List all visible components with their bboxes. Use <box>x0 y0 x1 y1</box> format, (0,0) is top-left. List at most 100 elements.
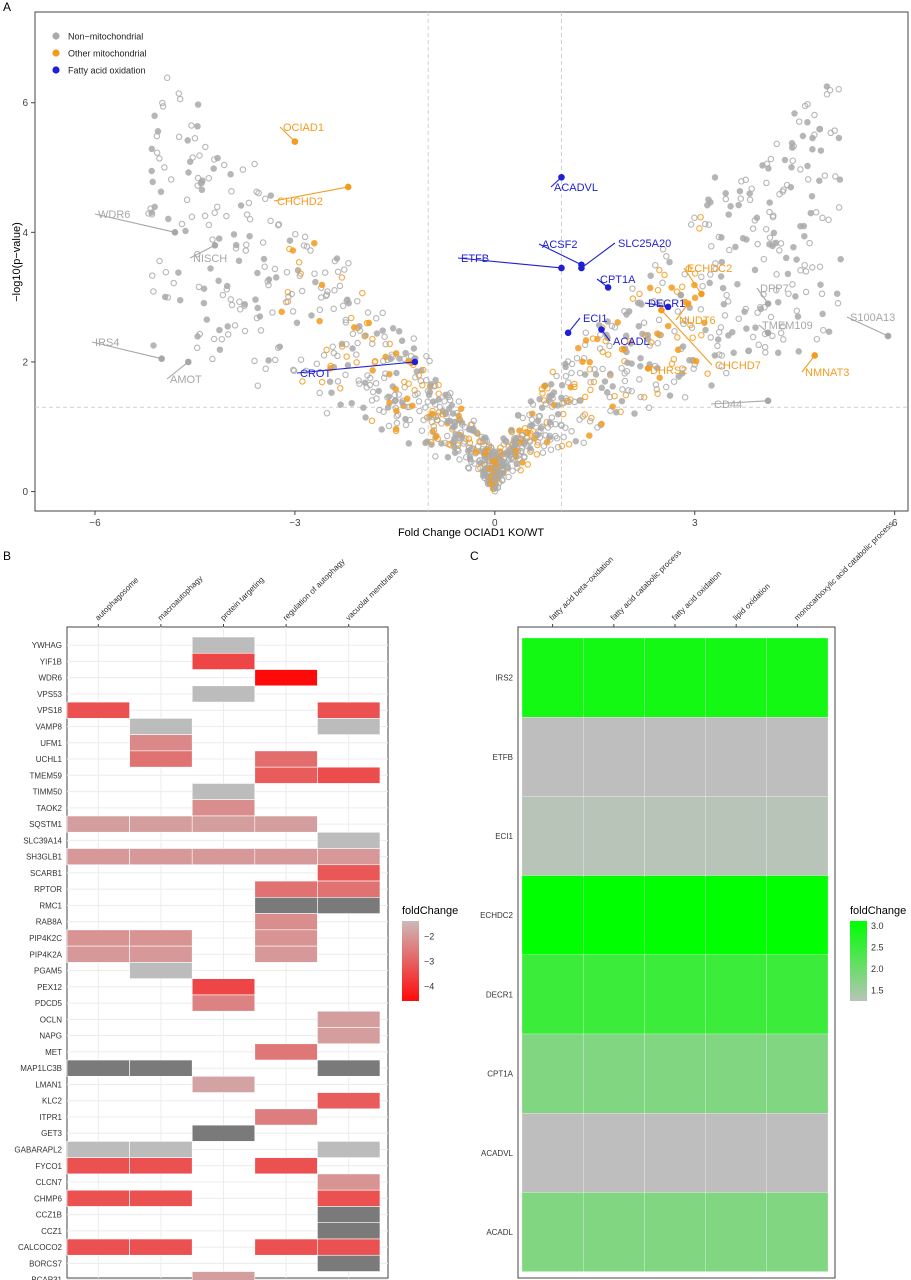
data-point <box>393 407 400 415</box>
data-point <box>579 358 586 365</box>
row-label: CPT1A <box>487 1070 513 1079</box>
data-point <box>223 212 230 220</box>
data-point <box>801 232 808 240</box>
gene-label: NISCH <box>193 253 227 265</box>
heatmap-cell <box>254 945 318 963</box>
data-point <box>586 358 593 366</box>
data-point <box>419 381 426 389</box>
data-point <box>491 448 498 455</box>
heatmap-cell <box>644 1112 706 1193</box>
gene-label: S100A13 <box>850 312 895 324</box>
data-point <box>203 316 211 323</box>
row-label: TAOK2 <box>36 804 62 813</box>
data-point <box>302 367 310 375</box>
data-point <box>648 339 655 346</box>
data-point <box>149 178 156 186</box>
data-point <box>536 412 544 420</box>
data-point <box>568 428 575 435</box>
data-point <box>546 419 554 426</box>
data-point <box>557 421 565 429</box>
data-point <box>196 152 203 159</box>
data-point <box>687 321 694 329</box>
data-point <box>777 240 785 247</box>
data-point <box>341 266 348 273</box>
data-point <box>320 352 328 359</box>
data-point <box>480 461 488 468</box>
data-point <box>681 394 689 401</box>
heatmap-cell <box>317 1141 381 1158</box>
heatmap-cell <box>317 1189 381 1207</box>
data-point <box>809 264 816 271</box>
data-point <box>303 243 311 250</box>
data-point <box>434 416 441 424</box>
row-label: SQSTM1 <box>29 820 62 829</box>
data-point <box>776 247 783 254</box>
data-point <box>534 431 541 439</box>
data-point <box>399 399 406 406</box>
row-label: GABARAPL2 <box>14 1146 62 1155</box>
data-point <box>246 215 254 223</box>
gene-label: AMOT <box>170 374 202 386</box>
data-point <box>271 265 279 273</box>
data-point <box>207 265 214 272</box>
data-point <box>451 449 459 456</box>
data-point <box>687 221 695 228</box>
data-point <box>392 427 400 435</box>
data-point <box>791 110 798 117</box>
data-point <box>420 416 427 424</box>
data-point <box>756 303 764 311</box>
labeled-point <box>764 397 772 405</box>
data-point <box>264 278 271 285</box>
data-point <box>797 166 804 173</box>
data-point <box>395 328 403 335</box>
gene-label: ECHDC2 <box>687 263 732 275</box>
heatmap-cell <box>644 796 706 876</box>
heatmap-cell <box>583 1192 645 1272</box>
data-point <box>151 203 158 211</box>
data-point <box>534 441 541 449</box>
row-label: CALCOCO2 <box>18 1243 63 1252</box>
data-point <box>316 389 323 397</box>
data-point <box>182 227 189 235</box>
data-point <box>282 298 290 306</box>
data-point <box>457 405 465 413</box>
data-point <box>286 237 294 244</box>
heatmap-cell <box>254 815 318 833</box>
data-point <box>835 134 843 142</box>
row-label: RMC1 <box>39 901 62 910</box>
gene-label: DECR1 <box>648 298 685 310</box>
data-point <box>373 330 381 337</box>
data-point <box>568 360 576 368</box>
data-point <box>734 280 741 288</box>
data-point <box>469 445 476 452</box>
data-point <box>516 455 523 463</box>
data-point <box>542 400 550 407</box>
data-point <box>210 165 217 172</box>
heatmap-cell <box>129 1189 193 1207</box>
data-point <box>539 449 547 456</box>
data-point <box>725 211 732 218</box>
data-point <box>336 282 344 290</box>
row-label: RAB8A <box>36 918 63 927</box>
leader-line <box>801 355 816 373</box>
leader-line <box>538 243 582 266</box>
heatmap-cell <box>766 875 829 955</box>
data-point <box>261 263 268 270</box>
data-point <box>813 335 821 343</box>
labeled-point <box>558 264 565 272</box>
legend-marker <box>52 66 60 74</box>
heatmap-cell <box>129 929 193 947</box>
data-point <box>816 177 823 184</box>
data-point <box>763 179 770 187</box>
data-point <box>205 174 213 182</box>
heatmap-cell <box>66 1238 130 1256</box>
panel-letter-a: A <box>3 0 11 14</box>
data-point <box>730 349 737 357</box>
data-point <box>334 378 342 385</box>
heatmap-cell <box>191 783 256 800</box>
data-point <box>384 394 391 401</box>
data-point <box>777 329 785 337</box>
heatmap-cell <box>254 750 318 768</box>
row-label: SCARB1 <box>30 869 63 878</box>
data-point <box>654 390 661 397</box>
